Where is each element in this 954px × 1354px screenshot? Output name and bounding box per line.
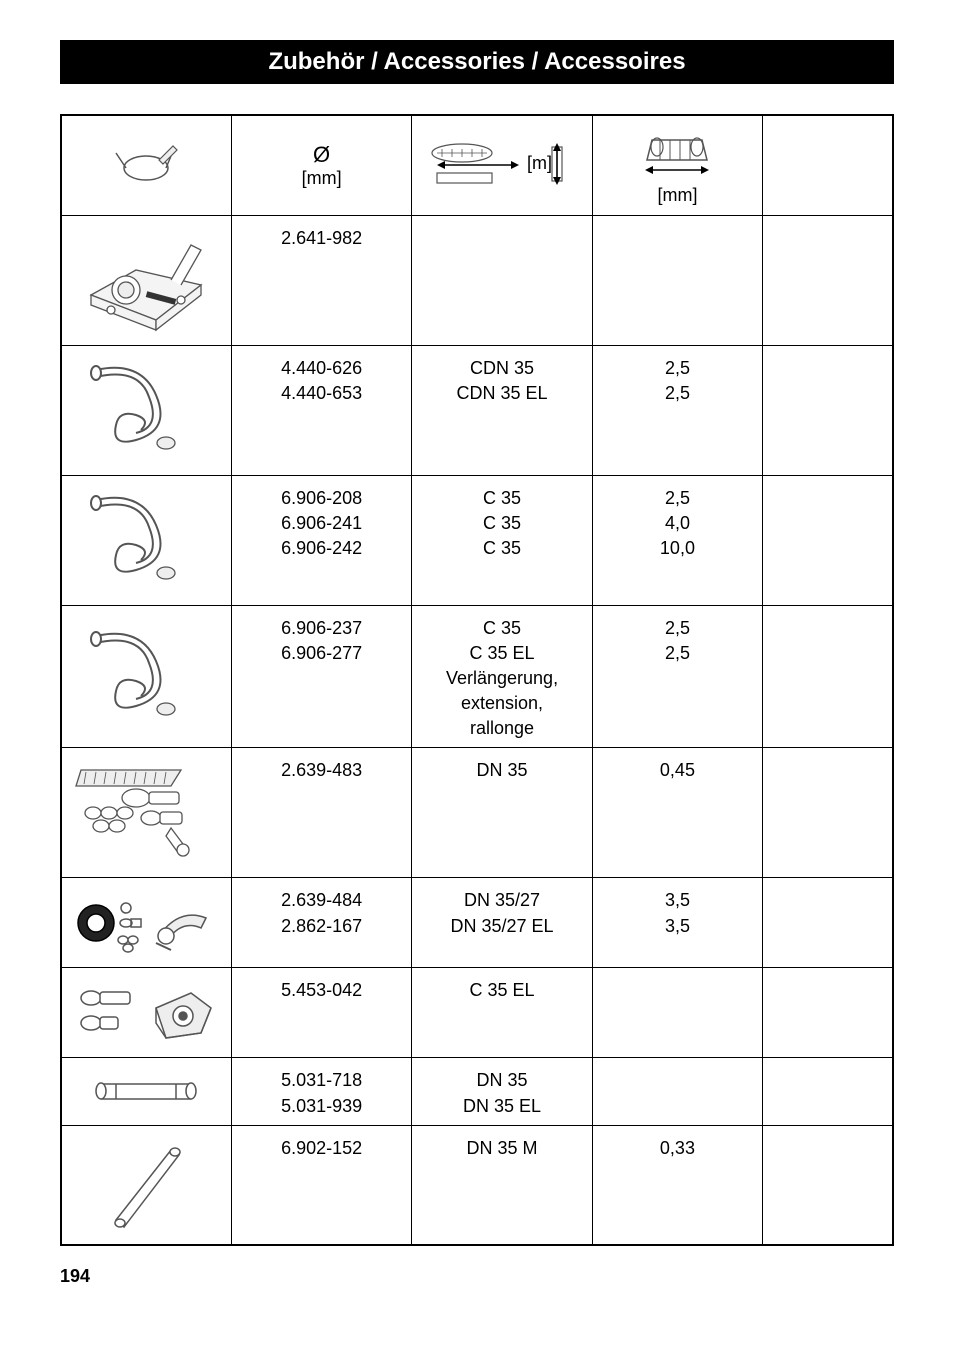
table-row: 5.031-7185.031-939DN 35DN 35 EL <box>61 1058 893 1125</box>
page-title: Zubehör / Accessories / Accessoires <box>60 40 894 84</box>
product-image-cell <box>61 748 231 878</box>
product-image-cell <box>61 345 231 475</box>
spec-cell: DN 35DN 35 EL <box>412 1058 592 1125</box>
part-number-cell: 6.906-2376.906-277 <box>231 605 411 748</box>
length-cell: 2,52,5 <box>592 605 762 748</box>
width-cell <box>763 1125 893 1245</box>
width-cell <box>763 215 893 345</box>
part-number-cell: 6.906-2086.906-2416.906-242 <box>231 475 411 605</box>
spec-cell: DN 35 <box>412 748 592 878</box>
length-cell: 3,53,5 <box>592 878 762 968</box>
spec-cell: CDN 35CDN 35 EL <box>412 345 592 475</box>
table-row: 2.639-483DN 350,45 <box>61 748 893 878</box>
product-image-cell <box>61 215 231 345</box>
width-cell <box>763 878 893 968</box>
table-row: 5.453-042C 35 EL <box>61 968 893 1058</box>
header-diameter: Ø [mm] <box>231 115 411 215</box>
part-number-cell: 5.453-042 <box>231 968 411 1058</box>
part-number-cell: 2.639-4842.862-167 <box>231 878 411 968</box>
header-row: Ø [mm] [m] <box>61 115 893 215</box>
spec-cell <box>412 215 592 345</box>
part-number-cell: 5.031-7185.031-939 <box>231 1058 411 1125</box>
table-row: 2.639-4842.862-167DN 35/27DN 35/27 EL3,5… <box>61 878 893 968</box>
header-length: [m] <box>412 115 592 215</box>
length-cell: 2,52,5 <box>592 345 762 475</box>
width-cell <box>763 748 893 878</box>
part-number-cell: 4.440-6264.440-653 <box>231 345 411 475</box>
length-cell <box>592 968 762 1058</box>
width-unit: [mm] <box>597 185 758 206</box>
svg-text:[m]: [m] <box>527 153 552 173</box>
width-cell <box>763 605 893 748</box>
length-cell <box>592 215 762 345</box>
length-cell: 0,45 <box>592 748 762 878</box>
spec-cell: DN 35 M <box>412 1125 592 1245</box>
width-cell <box>763 345 893 475</box>
width-cell <box>763 475 893 605</box>
product-image-cell <box>61 605 231 748</box>
spec-cell: DN 35/27DN 35/27 EL <box>412 878 592 968</box>
part-number-cell: 6.902-152 <box>231 1125 411 1245</box>
table-row: 6.906-2376.906-277C 35C 35 ELVerlängerun… <box>61 605 893 748</box>
part-number-cell: 2.641-982 <box>231 215 411 345</box>
table-row: 6.906-2086.906-2416.906-242C 35C 35C 352… <box>61 475 893 605</box>
table-row: 6.902-152DN 35 M0,33 <box>61 1125 893 1245</box>
part-number-cell: 2.639-483 <box>231 748 411 878</box>
product-image-cell <box>61 1125 231 1245</box>
product-image-cell <box>61 1058 231 1125</box>
length-cell: 2,54,010,0 <box>592 475 762 605</box>
width-cell <box>763 1058 893 1125</box>
product-image-cell <box>61 968 231 1058</box>
accessories-table: Ø [mm] [m] <box>60 114 894 1246</box>
header-image <box>61 115 231 215</box>
width-cell <box>763 968 893 1058</box>
table-row: 2.641-982 <box>61 215 893 345</box>
diameter-unit: [mm] <box>236 168 407 189</box>
table-row: 4.440-6264.440-653CDN 35CDN 35 EL2,52,5 <box>61 345 893 475</box>
diameter-symbol: Ø <box>236 142 407 168</box>
product-image-cell <box>61 475 231 605</box>
header-width: [mm] <box>592 115 762 215</box>
spec-cell: C 35C 35C 35 <box>412 475 592 605</box>
length-cell <box>592 1058 762 1125</box>
spec-cell: C 35C 35 ELVerlängerung,extension,rallon… <box>412 605 592 748</box>
page-number: 194 <box>60 1266 894 1287</box>
spec-cell: C 35 EL <box>412 968 592 1058</box>
product-image-cell <box>61 878 231 968</box>
length-cell: 0,33 <box>592 1125 762 1245</box>
